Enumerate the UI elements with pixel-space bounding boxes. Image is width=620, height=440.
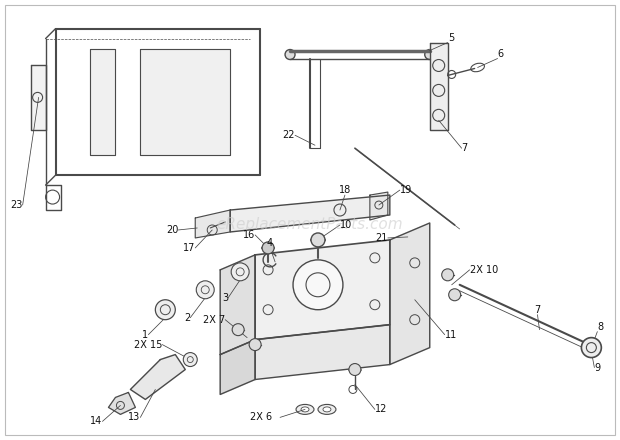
- Text: 3: 3: [222, 293, 228, 303]
- Text: 2X 6: 2X 6: [250, 412, 272, 422]
- Text: 2: 2: [184, 313, 190, 323]
- Text: 11: 11: [445, 330, 457, 340]
- Text: 2X 15: 2X 15: [134, 340, 162, 350]
- Polygon shape: [370, 192, 388, 220]
- Circle shape: [156, 300, 175, 320]
- Polygon shape: [195, 210, 230, 238]
- Text: 20: 20: [166, 225, 179, 235]
- Text: 5: 5: [448, 33, 454, 43]
- Polygon shape: [230, 195, 390, 232]
- Polygon shape: [220, 340, 255, 394]
- Text: 14: 14: [91, 416, 102, 426]
- Text: 18: 18: [339, 185, 351, 195]
- Polygon shape: [108, 392, 135, 414]
- Circle shape: [449, 289, 461, 301]
- Circle shape: [197, 281, 215, 299]
- Text: 4: 4: [267, 238, 273, 248]
- Circle shape: [232, 324, 244, 336]
- Ellipse shape: [323, 407, 331, 412]
- Text: 13: 13: [128, 412, 140, 422]
- Text: 2X 10: 2X 10: [469, 265, 498, 275]
- Ellipse shape: [296, 404, 314, 414]
- Text: 8: 8: [597, 322, 603, 332]
- FancyBboxPatch shape: [5, 5, 615, 435]
- Text: 1: 1: [142, 330, 148, 340]
- Polygon shape: [430, 43, 448, 130]
- Circle shape: [441, 269, 454, 281]
- Text: 16: 16: [243, 230, 255, 240]
- Text: 19: 19: [400, 185, 412, 195]
- Text: 12: 12: [375, 404, 388, 414]
- Ellipse shape: [285, 50, 295, 59]
- Circle shape: [311, 233, 325, 247]
- Text: 23: 23: [11, 200, 23, 210]
- Text: 22: 22: [283, 130, 295, 140]
- Text: 2X 7: 2X 7: [203, 315, 225, 325]
- Polygon shape: [91, 48, 115, 155]
- Text: 7: 7: [534, 305, 541, 315]
- Circle shape: [293, 260, 343, 310]
- Polygon shape: [30, 66, 46, 130]
- Text: 9: 9: [595, 363, 601, 373]
- Ellipse shape: [301, 407, 309, 412]
- Ellipse shape: [425, 50, 435, 59]
- Text: 10: 10: [340, 220, 352, 230]
- Ellipse shape: [318, 404, 336, 414]
- Polygon shape: [390, 223, 430, 365]
- Circle shape: [582, 337, 601, 358]
- Circle shape: [184, 352, 197, 367]
- Polygon shape: [130, 355, 185, 400]
- Circle shape: [249, 339, 261, 351]
- Text: 6: 6: [498, 48, 503, 59]
- Circle shape: [349, 363, 361, 375]
- Text: 21: 21: [376, 233, 388, 243]
- Text: 17: 17: [183, 243, 195, 253]
- Circle shape: [231, 263, 249, 281]
- Polygon shape: [255, 325, 390, 379]
- Circle shape: [262, 242, 274, 254]
- Text: 7: 7: [462, 143, 468, 153]
- Polygon shape: [220, 255, 255, 355]
- Text: eReplacementParts.com: eReplacementParts.com: [216, 217, 404, 232]
- Polygon shape: [255, 240, 390, 340]
- Polygon shape: [140, 48, 230, 155]
